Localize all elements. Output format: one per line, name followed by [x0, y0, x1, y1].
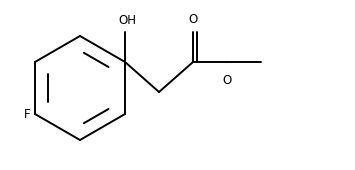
Text: F: F	[24, 107, 31, 121]
Text: O: O	[189, 13, 198, 26]
Text: OH: OH	[118, 14, 136, 27]
Text: O: O	[223, 74, 232, 87]
